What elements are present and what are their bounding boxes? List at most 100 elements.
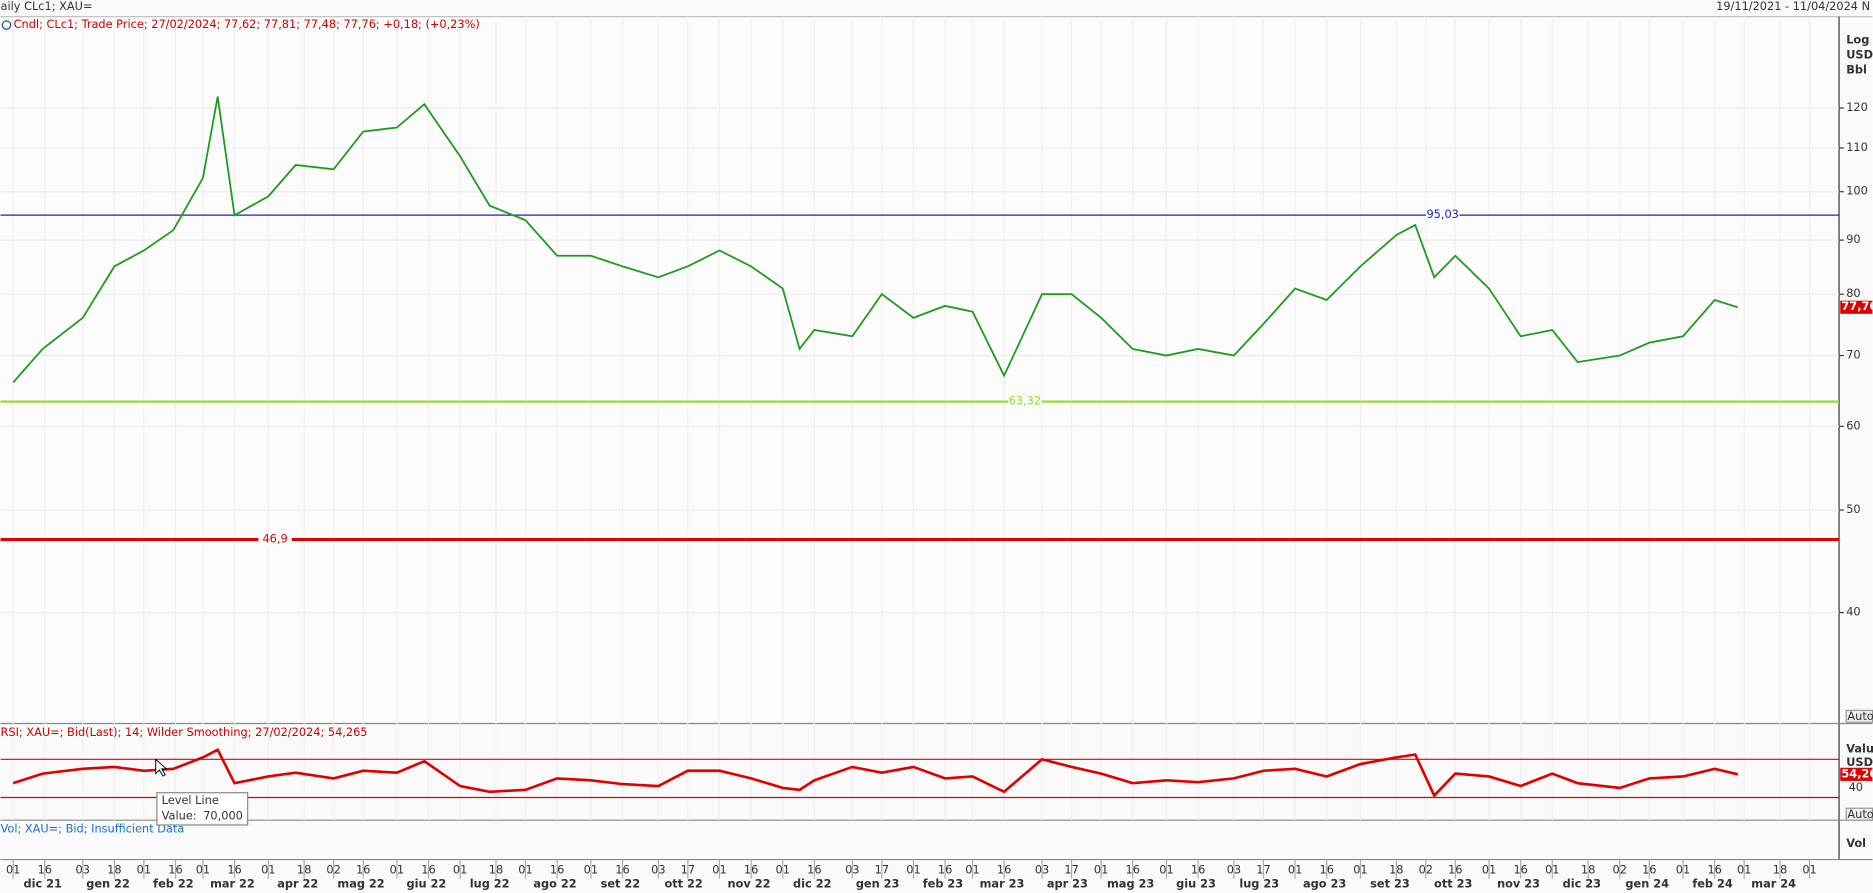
last-value-label: 77,76 xyxy=(1841,299,1873,313)
x-month-label: feb 22 xyxy=(153,877,193,891)
x-tick-label: 16 xyxy=(1319,862,1333,876)
x-month-label: gen 24 xyxy=(1625,877,1669,891)
tooltip-key: Value: xyxy=(162,809,197,823)
x-tick-label: 01 xyxy=(453,862,467,876)
y-axis-label: USD xyxy=(1846,755,1873,769)
x-tick-label: 01 xyxy=(518,862,532,876)
x-tick-label: 02 xyxy=(1613,862,1627,876)
y-tick-label: 120 xyxy=(1846,100,1868,114)
x-tick-label: 03 xyxy=(1227,862,1241,876)
y-tick-label: 40 xyxy=(1846,605,1860,619)
x-tick-label: 01 xyxy=(1159,862,1173,876)
last-value-marker xyxy=(1840,767,1873,781)
last-value-label: 54,26 xyxy=(1841,766,1873,780)
x-tick-label: 01 xyxy=(776,862,790,876)
x-month-label: lug 22 xyxy=(470,877,510,891)
x-tick-label: 16 xyxy=(227,862,241,876)
x-tick-label: 16 xyxy=(1707,862,1721,876)
y-tick-label: 50 xyxy=(1846,502,1860,516)
legend-icon xyxy=(1,20,12,30)
x-tick-label: 01 xyxy=(1094,862,1108,876)
x-tick-label: 18 xyxy=(489,862,503,876)
x-tick-label: 01 xyxy=(906,862,920,876)
y-tick-label: 40 xyxy=(1849,780,1863,794)
tooltip xyxy=(156,792,249,826)
x-month-label: mar 22 xyxy=(210,877,255,891)
x-tick-label: 16 xyxy=(1448,862,1462,876)
auto-button[interactable] xyxy=(1845,807,1873,821)
x-month-label: ago 23 xyxy=(1303,877,1346,891)
x-tick-label: 01 xyxy=(390,862,404,876)
x-month-label: set 22 xyxy=(601,877,641,891)
x-tick-label: 01 xyxy=(1676,862,1690,876)
auto-button-label[interactable]: Auto xyxy=(1847,807,1873,821)
x-tick-label: 16 xyxy=(1513,862,1527,876)
x-tick-label: 17 xyxy=(1064,862,1078,876)
x-tick-label: 01 xyxy=(137,862,151,876)
x-tick-label: 01 xyxy=(1737,862,1751,876)
x-tick-label: 16 xyxy=(997,862,1011,876)
x-month-label: dic 21 xyxy=(23,877,62,891)
x-tick-label: 18 xyxy=(1773,862,1787,876)
auto-button-label[interactable]: Auto xyxy=(1847,709,1873,723)
y-tick-label: 60 xyxy=(1846,418,1860,432)
x-tick-label: 18 xyxy=(1389,862,1403,876)
x-tick-label: 02 xyxy=(326,862,340,876)
x-month-label: apr 23 xyxy=(1047,877,1088,891)
x-month-label: giu 22 xyxy=(407,877,447,891)
level-label-bg xyxy=(1008,394,1042,409)
x-month-label: giu 23 xyxy=(1176,877,1216,891)
pane-legend: RSI; XAU=; Bid(Last); 14; Wilder Smoothi… xyxy=(1,725,368,739)
x-tick-label: 17 xyxy=(875,862,889,876)
cursor xyxy=(155,758,168,777)
x-month-label: apr 22 xyxy=(277,877,318,891)
x-tick-label: 16 xyxy=(421,862,435,876)
x-month-label: feb 23 xyxy=(923,877,963,891)
x-month-label: feb 24 xyxy=(1692,877,1733,891)
x-tick-label: 01 xyxy=(6,862,20,876)
x-month-label: nov 23 xyxy=(1497,877,1540,891)
x-tick-label: 01 xyxy=(1353,862,1367,876)
tooltip-value: 70,000 xyxy=(203,809,243,823)
x-tick-label: 01 xyxy=(584,862,598,876)
level-label: 95,03 xyxy=(1426,207,1458,221)
x-tick-label: 01 xyxy=(712,862,726,876)
price-pane xyxy=(0,16,1840,723)
series-line xyxy=(12,747,1739,798)
x-tick-label: 01 xyxy=(261,862,275,876)
auto-button[interactable] xyxy=(1845,709,1873,723)
level-label-bg xyxy=(1425,207,1460,223)
y-axis-label: Bbl xyxy=(1846,62,1867,76)
x-tick-label: 16 xyxy=(938,862,952,876)
date-range: 19/11/2021 - 11/04/2024 N xyxy=(1716,0,1870,13)
x-month-label: dic 22 xyxy=(793,877,831,891)
y-tick-label: 110 xyxy=(1846,140,1868,154)
x-tick-label: 17 xyxy=(1256,862,1270,876)
x-month-label: mag 22 xyxy=(337,877,384,891)
x-tick-label: 01 xyxy=(1802,862,1816,876)
x-tick-label: 03 xyxy=(651,862,665,876)
tooltip-title: Level Line xyxy=(162,793,219,807)
y-tick-label: 70 xyxy=(1846,348,1860,362)
x-tick-label: 16 xyxy=(550,862,564,876)
y-axis-label: Log xyxy=(1846,33,1869,47)
x-tick-label: 01 xyxy=(196,862,210,876)
window-title: aily CLc1; XAU= xyxy=(1,0,93,13)
x-tick-label: 16 xyxy=(168,862,182,876)
x-tick-label: 16 xyxy=(807,862,821,876)
y-axis-label: Vol xyxy=(1846,836,1866,850)
x-month-label: mar 23 xyxy=(980,877,1025,891)
x-tick-label: 18 xyxy=(107,862,121,876)
series-line xyxy=(12,96,1739,384)
x-tick-label: 01 xyxy=(965,862,979,876)
level-label: 46,9 xyxy=(262,531,287,545)
x-tick-label: 03 xyxy=(76,862,90,876)
y-tick-label: 100 xyxy=(1846,184,1868,198)
x-month-label: mar 24 xyxy=(1751,877,1796,891)
x-month-label: mag 23 xyxy=(1107,877,1154,891)
x-tick-label: 16 xyxy=(356,862,370,876)
x-tick-label: 16 xyxy=(1126,862,1140,876)
x-tick-label: 02 xyxy=(1419,862,1433,876)
y-tick-label: 80 xyxy=(1846,286,1860,300)
